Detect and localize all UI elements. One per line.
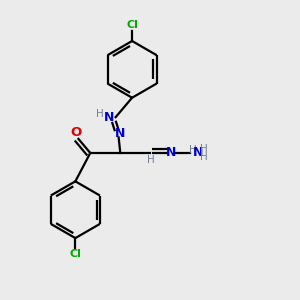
Text: O: O — [70, 126, 82, 139]
Text: N: N — [104, 111, 114, 124]
Text: H: H — [147, 155, 154, 166]
Text: N: N — [193, 146, 204, 159]
Text: N: N — [166, 146, 177, 159]
Text: H: H — [189, 145, 197, 155]
Text: N: N — [115, 127, 125, 140]
Text: H: H — [200, 144, 208, 154]
Text: Cl: Cl — [126, 20, 138, 30]
Text: Cl: Cl — [69, 249, 81, 260]
Text: H: H — [200, 152, 208, 162]
Text: H: H — [96, 109, 104, 119]
